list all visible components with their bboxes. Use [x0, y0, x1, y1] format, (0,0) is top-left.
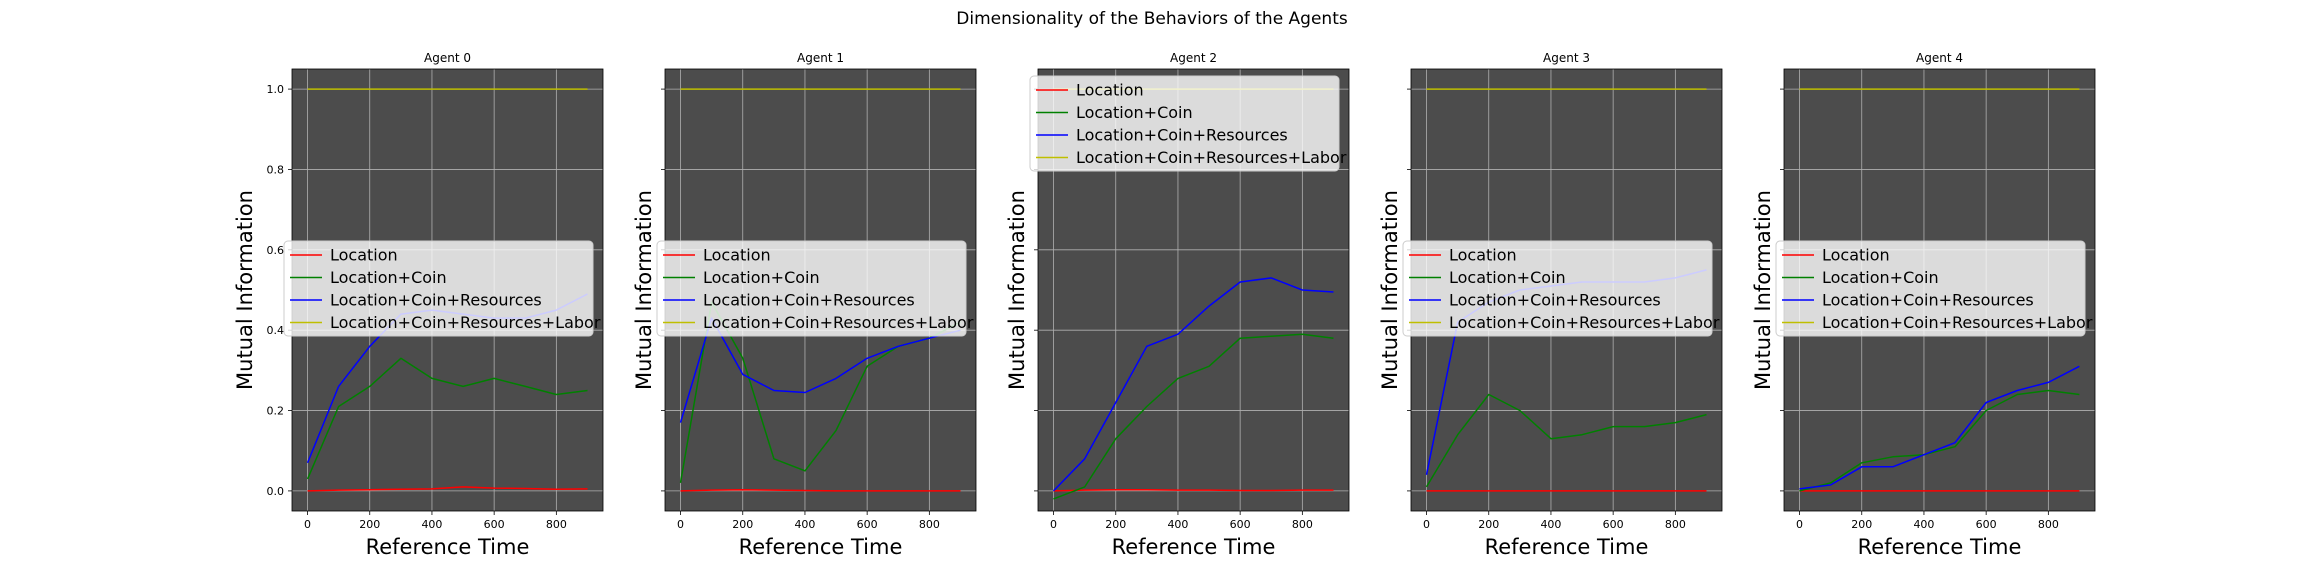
y-axis-label: Mutual Information	[1378, 190, 1402, 390]
x-tick-label: 800	[919, 518, 940, 531]
legend-label-2: Location+Coin+Resources	[1449, 291, 1661, 310]
subplot-title: Agent 3	[1543, 51, 1590, 65]
x-tick-label: 200	[359, 518, 380, 531]
x-axis-label: Reference Time	[739, 535, 903, 559]
x-tick-label: 400	[421, 518, 442, 531]
legend-box	[1402, 240, 1713, 337]
legend-label-1: Location+Coin	[703, 268, 820, 287]
x-tick-label: 400	[1913, 518, 1934, 531]
legend-label-2: Location+Coin+Resources	[330, 291, 542, 310]
y-axis-label: Mutual Information	[1005, 190, 1029, 390]
legend-box	[1029, 75, 1340, 172]
y-tick-label: 0.6	[267, 244, 285, 257]
subplot-title: Agent 2	[1170, 51, 1217, 65]
panel-agent-2: 0 200 400 600 800 Agent 2 Reference Time Mutual…	[1005, 51, 1350, 559]
x-tick-label: 200	[1105, 518, 1126, 531]
series-line-0	[1053, 488, 1334, 492]
legend-label-3: Location+Coin+Resources+Labor	[1449, 313, 1720, 332]
x-tick-label: 0	[1050, 518, 1057, 531]
subplot-title: Agent 4	[1916, 51, 1963, 65]
legend-label-1: Location+Coin	[1449, 268, 1566, 287]
x-tick-label: 800	[1665, 518, 1686, 531]
legend-label-0: Location	[1822, 246, 1890, 265]
legend-label-1: Location+Coin	[1822, 268, 1939, 287]
legend-label-0: Location	[330, 246, 398, 265]
x-tick-label: 800	[1292, 518, 1313, 531]
legend: Location Location+Coin Location+Coin+Resou…	[656, 240, 974, 337]
subplots: 0 200 400 600 800 0.0 0.2 0.4 0.6 0.8 1.0 Agent 0 Re…	[233, 51, 2096, 559]
panel-agent-3: 0 200 400 600 800 Agent 3 Reference Time Mutual…	[1378, 51, 1723, 559]
y-axis-label: Mutual Information	[632, 190, 656, 390]
legend: Location Location+Coin Location+Coin+Resou…	[1402, 240, 1720, 337]
legend: Location Location+Coin Location+Coin+Resou…	[1029, 75, 1347, 172]
x-tick-label: 600	[1976, 518, 1997, 531]
x-tick-label: 0	[1796, 518, 1803, 531]
legend-label-3: Location+Coin+Resources+Labor	[1822, 313, 2093, 332]
x-tick-label: 600	[857, 518, 878, 531]
y-tick-label: 0.4	[267, 324, 285, 337]
series-line-2	[1052, 277, 1334, 492]
legend-box	[656, 240, 967, 337]
y-tick-label: 1.0	[267, 83, 285, 96]
panel-agent-4: 0 200 400 600 800 Agent 4 Reference Time Mutual…	[1751, 51, 2096, 559]
legend-label-2: Location+Coin+Resources	[1822, 291, 2034, 310]
x-tick-label: 400	[1167, 518, 1188, 531]
legend-label-0: Location	[1076, 81, 1144, 100]
series-line-0	[307, 486, 588, 492]
x-axis-label: Reference Time	[1858, 535, 2022, 559]
legend-label-3: Location+Coin+Resources+Labor	[703, 313, 974, 332]
x-tick-label: 0	[1423, 518, 1430, 531]
x-axis-label: Reference Time	[366, 535, 530, 559]
y-tick-label: 0.2	[267, 405, 285, 418]
legend-label-2: Location+Coin+Resources	[1076, 126, 1288, 145]
x-tick-label: 800	[546, 518, 567, 531]
legend-label-1: Location+Coin	[330, 268, 447, 287]
x-tick-label: 200	[1851, 518, 1872, 531]
subplot-title: Agent 1	[797, 51, 844, 65]
series-line-2	[1799, 365, 2080, 490]
y-axis-label: Mutual Information	[233, 190, 257, 390]
x-tick-label: 200	[732, 518, 753, 531]
legend-label-1: Location+Coin	[1076, 103, 1193, 122]
y-tick-label: 0.0	[267, 485, 285, 498]
legend-box	[283, 240, 594, 337]
series-line-1	[1799, 389, 2080, 492]
y-axis-label: Mutual Information	[1751, 190, 1775, 390]
legend: Location Location+Coin Location+Coin+Resou…	[283, 240, 601, 337]
x-tick-label: 0	[677, 518, 684, 531]
x-tick-label: 600	[1603, 518, 1624, 531]
legend-label-0: Location	[1449, 246, 1517, 265]
x-tick-label: 800	[2038, 518, 2059, 531]
x-axis-label: Reference Time	[1485, 535, 1649, 559]
panel-agent-1: 0 200 400 600 800 Agent 1 Reference Time Mutual…	[632, 51, 977, 559]
series-line-1	[1425, 393, 1707, 488]
figure-title: Dimensionality of the Behaviors of the A…	[956, 9, 1348, 29]
x-axis-label: Reference Time	[1112, 535, 1276, 559]
y-tick-label: 0.8	[267, 163, 285, 176]
series-line-1	[1053, 333, 1334, 500]
series-line-1	[306, 357, 588, 480]
legend-label-2: Location+Coin+Resources	[703, 291, 915, 310]
axes-frame	[1037, 68, 1350, 512]
legend-box	[1775, 240, 2086, 337]
legend-label-0: Location	[703, 246, 771, 265]
x-tick-label: 600	[484, 518, 505, 531]
x-tick-label: 600	[1230, 518, 1251, 531]
x-tick-label: 400	[1540, 518, 1561, 531]
x-tick-label: 200	[1478, 518, 1499, 531]
x-tick-label: 0	[304, 518, 311, 531]
x-tick-label: 400	[794, 518, 815, 531]
legend-label-3: Location+Coin+Resources+Labor	[330, 313, 601, 332]
series-line-2	[679, 317, 961, 423]
panel-agent-0: 0 200 400 600 800 0.0 0.2 0.4 0.6 0.8 1.0 Agent 0 Re…	[233, 51, 604, 559]
legend-label-3: Location+Coin+Resources+Labor	[1076, 148, 1347, 167]
series-line-0	[680, 488, 961, 492]
legend: Location Location+Coin Location+Coin+Resou…	[1775, 240, 2093, 337]
subplot-title: Agent 0	[424, 51, 471, 65]
